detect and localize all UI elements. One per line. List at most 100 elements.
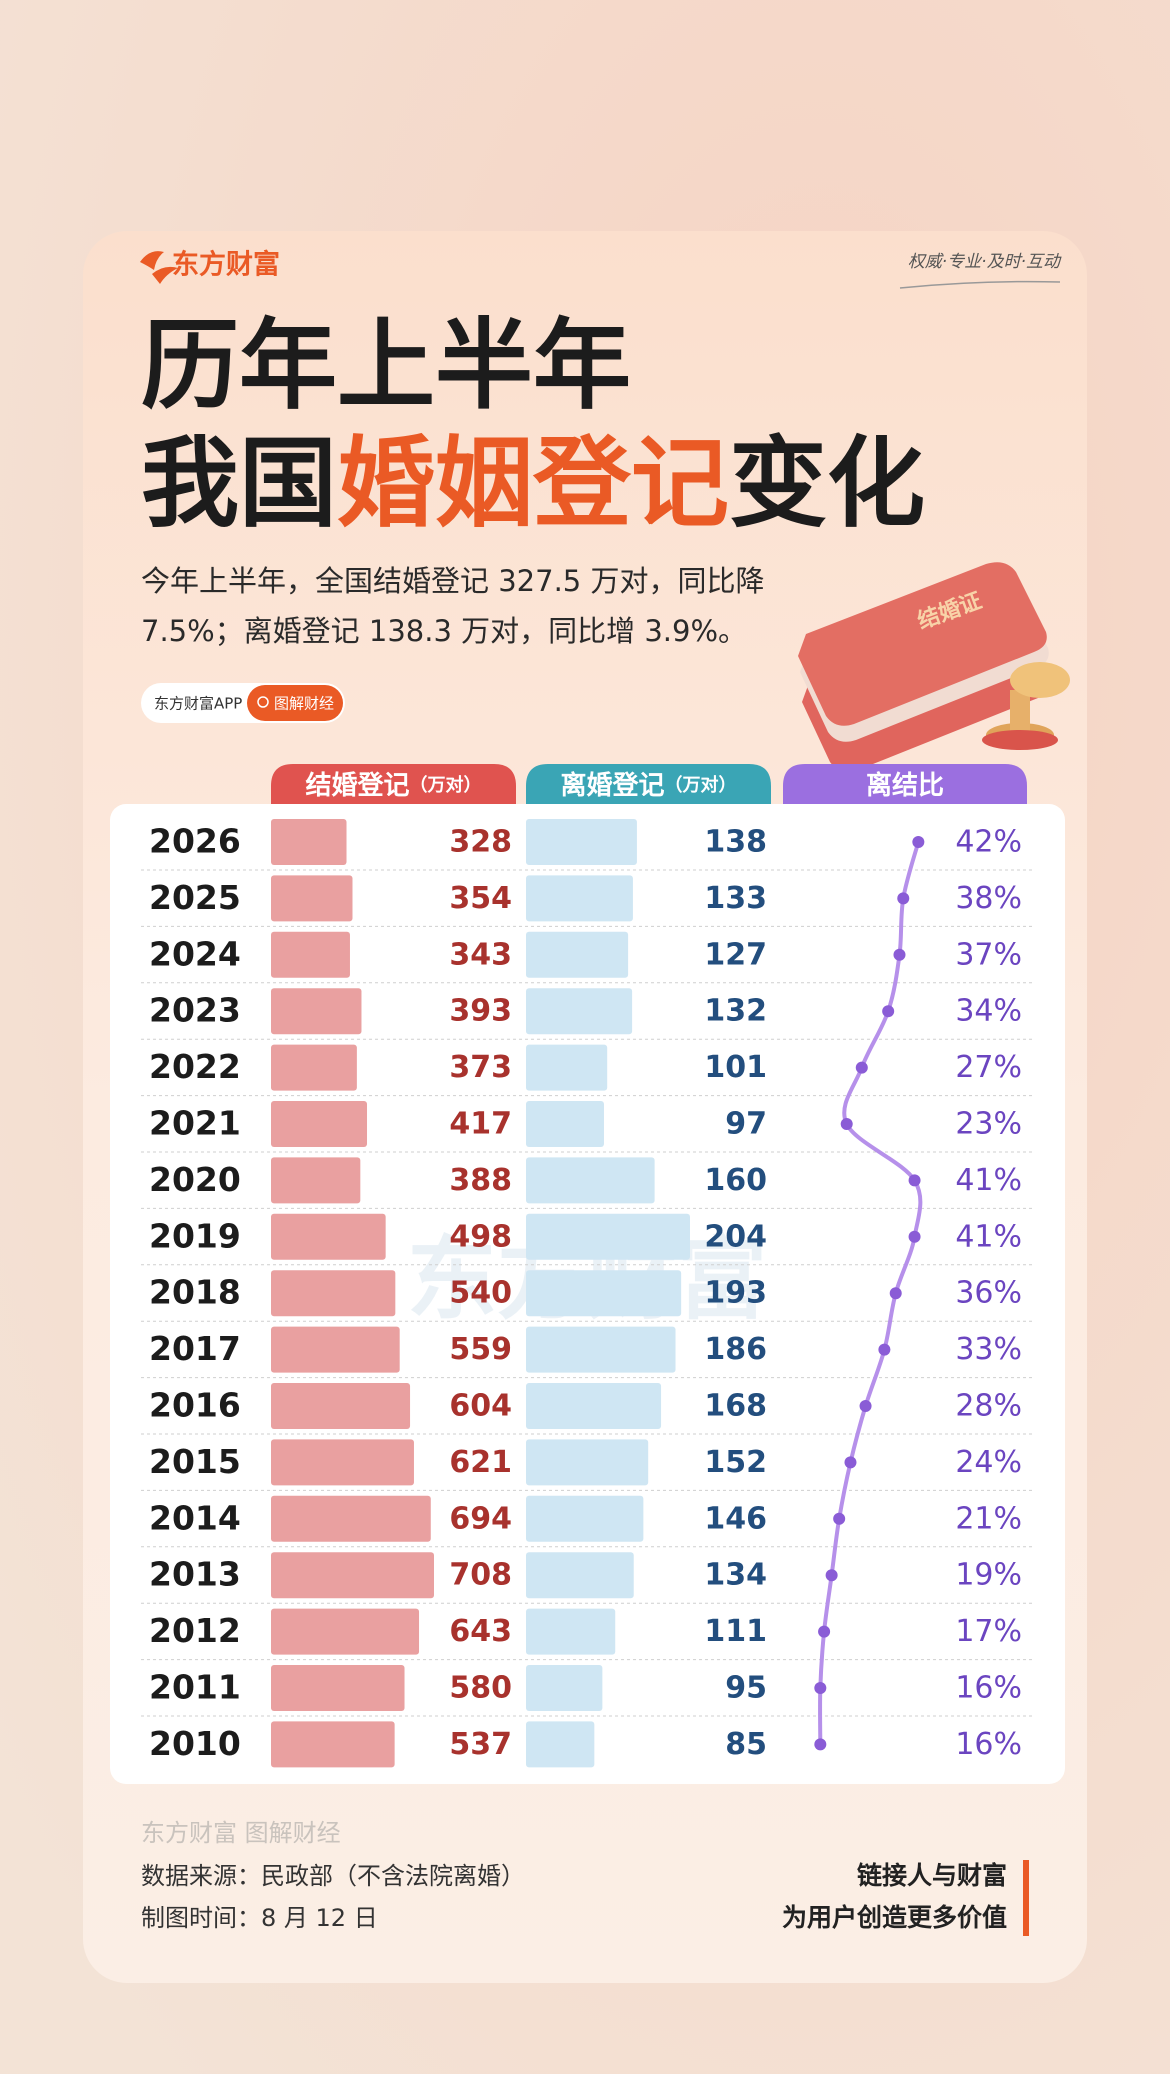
year-label: 2020 — [149, 1160, 241, 1199]
value-label: 160 — [704, 1163, 767, 1198]
year-label: 2022 — [149, 1047, 241, 1086]
value-label: 127 — [704, 937, 767, 972]
year-label: 2018 — [149, 1273, 241, 1312]
year-label: 2017 — [149, 1329, 241, 1368]
value-label: 111 — [704, 1614, 767, 1649]
value-label: 16% — [955, 1671, 1022, 1706]
value-label: 95 — [725, 1671, 767, 1706]
series-name: 结婚登记 — [305, 770, 409, 801]
bar — [271, 875, 353, 922]
bar — [526, 1665, 603, 1711]
ratio-dot — [814, 1682, 827, 1694]
ratio-dot — [814, 1738, 827, 1751]
bar — [526, 1439, 649, 1486]
year-label: 2015 — [149, 1442, 241, 1481]
year-label: 2014 — [149, 1498, 241, 1537]
value-label: 133 — [704, 881, 767, 916]
ratio-dot — [818, 1625, 831, 1638]
footer-watermark-part: 东方财富 — [141, 1819, 237, 1847]
value-label: 328 — [449, 825, 512, 860]
value-label: 38% — [955, 881, 1022, 916]
value-label: 134 — [704, 1558, 767, 1593]
value-label: 537 — [449, 1727, 512, 1762]
value-label: 17% — [955, 1614, 1022, 1649]
value-label: 168 — [704, 1389, 767, 1424]
bar — [271, 1665, 405, 1711]
title-part: 我国 — [141, 427, 337, 541]
value-label: 204 — [704, 1219, 767, 1254]
value-label: 85 — [725, 1727, 767, 1762]
column-header-bg — [783, 764, 1027, 804]
subtitle: 7.5%；离婚登记 138.3 万对，同比增 3.9%。 — [141, 614, 747, 648]
column-header-bg — [526, 764, 771, 804]
value-label: 498 — [449, 1219, 512, 1254]
value-label: 373 — [449, 1050, 512, 1085]
value-label: 138 — [704, 825, 767, 860]
bar — [526, 931, 629, 978]
tagline-bar — [1023, 1860, 1029, 1936]
ratio-dot — [833, 1512, 846, 1525]
column-header-bg — [271, 764, 516, 804]
bar — [526, 1495, 644, 1542]
bar — [526, 988, 633, 1035]
slogan: 权威·专业·及时·互动 — [908, 252, 1062, 272]
tagline: 链接人与财富 — [857, 1861, 1007, 1890]
value-label: 393 — [449, 994, 512, 1029]
search-icon — [257, 696, 269, 708]
value-label: 621 — [449, 1445, 512, 1480]
tag-pill — [247, 685, 343, 721]
value-label: 24% — [955, 1445, 1022, 1480]
bar — [271, 1383, 411, 1429]
value-label: 37% — [955, 937, 1022, 972]
value-label: 41% — [955, 1219, 1022, 1254]
bar — [526, 1552, 634, 1599]
bar — [271, 1326, 400, 1373]
ratio-dot — [897, 892, 910, 905]
column-header: 离结比 — [866, 770, 944, 801]
title: 我国婚姻登记变化 — [141, 427, 925, 541]
brand-logo — [140, 251, 178, 284]
value-label: 33% — [955, 1332, 1022, 1367]
bar — [526, 1721, 595, 1768]
value-label: 41% — [955, 1163, 1022, 1198]
bar — [271, 931, 350, 978]
ratio-dot — [859, 1400, 872, 1412]
ratio-dot — [844, 1456, 857, 1469]
ratio-dot — [878, 1343, 891, 1356]
bar — [526, 875, 633, 922]
value-label: 604 — [449, 1389, 512, 1424]
value-label: 580 — [449, 1671, 512, 1706]
year-label: 2016 — [149, 1386, 241, 1425]
value-label: 28% — [955, 1389, 1022, 1424]
tagline: 为用户创造更多价值 — [782, 1903, 1007, 1932]
year-label: 2013 — [149, 1555, 241, 1594]
ratio-dot — [889, 1287, 902, 1300]
bar — [526, 1157, 655, 1204]
value-label: 34% — [955, 994, 1022, 1029]
series-unit: （万对） — [410, 774, 482, 796]
bar — [526, 819, 637, 865]
illustration: 结婚证 — [798, 562, 1070, 772]
value-label: 97 — [725, 1107, 767, 1142]
ratio-dot — [912, 836, 925, 848]
value-label: 193 — [704, 1276, 767, 1311]
value-label: 42% — [955, 825, 1022, 860]
bar — [271, 1101, 368, 1147]
bar — [526, 1101, 604, 1147]
value-label: 354 — [449, 881, 512, 916]
tag: 东方财富APP — [154, 695, 242, 713]
ratio-dot — [908, 1230, 921, 1243]
ratio-dot — [908, 1174, 921, 1187]
bar — [271, 1044, 357, 1091]
value-label: 694 — [449, 1501, 512, 1536]
series-unit: （万对） — [665, 774, 737, 796]
value-label: 101 — [704, 1050, 767, 1085]
bar — [526, 1213, 690, 1260]
value-label: 21% — [955, 1501, 1022, 1536]
value-label: 708 — [449, 1558, 512, 1593]
tag: 图解财经 — [274, 695, 334, 713]
ratio-dot — [825, 1569, 838, 1582]
footer-watermark-part: 图解财经 — [245, 1819, 341, 1847]
bar — [271, 1270, 396, 1317]
bar — [271, 1495, 431, 1542]
